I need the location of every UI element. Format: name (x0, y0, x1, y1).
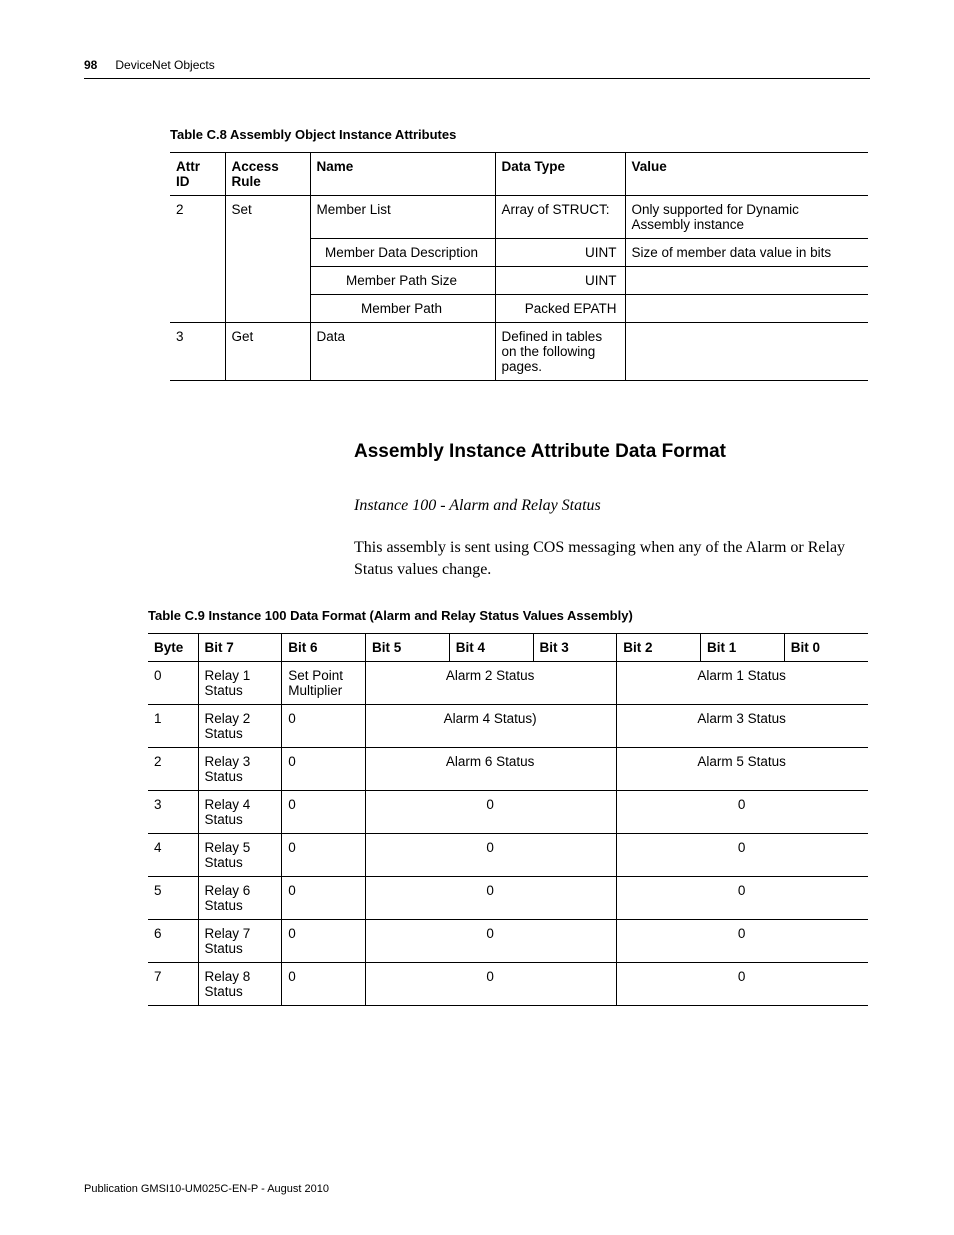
cell-dtype: Array of STRUCT: (495, 196, 625, 239)
cell-name: Member Data Description (310, 239, 495, 267)
cell-bit6: 0 (282, 963, 366, 1006)
cell-bits-2-0: Alarm 3 Status (617, 705, 868, 748)
cell-bits-5-3: 0 (366, 920, 617, 963)
table-header-row: Byte Bit 7 Bit 6 Bit 5 Bit 4 Bit 3 Bit 2… (148, 634, 868, 662)
table-c8: Attr ID Access Rule Name Data Type Value… (170, 152, 868, 381)
cell-byte: 6 (148, 920, 198, 963)
cell-access: Get (225, 323, 310, 381)
cell-dtype: UINT (495, 267, 625, 295)
cell-bits-5-3: 0 (366, 877, 617, 920)
cell-bit6: 0 (282, 920, 366, 963)
cell-bit6: Set Point Multiplier (282, 662, 366, 705)
table-row: 6Relay 7 Status000 (148, 920, 868, 963)
cell-bit7: Relay 7 Status (198, 920, 282, 963)
table-row: 7Relay 8 Status000 (148, 963, 868, 1006)
cell-byte: 1 (148, 705, 198, 748)
cell-bits-2-0: 0 (617, 791, 868, 834)
section-subheading: Instance 100 - Alarm and Relay Status (354, 497, 870, 515)
col-byte: Byte (148, 634, 198, 662)
col-bit7: Bit 7 (198, 634, 282, 662)
cell-attr-id: 3 (170, 323, 225, 381)
table-c9: Byte Bit 7 Bit 6 Bit 5 Bit 4 Bit 3 Bit 2… (148, 633, 868, 1006)
col-bit5: Bit 5 (366, 634, 450, 662)
cell-bits-2-0: 0 (617, 877, 868, 920)
cell-value: Only supported for Dynamic Assembly inst… (625, 196, 868, 239)
cell-bit7: Relay 3 Status (198, 748, 282, 791)
page-number: 98 (84, 58, 97, 72)
cell-byte: 5 (148, 877, 198, 920)
col-bit6: Bit 6 (282, 634, 366, 662)
cell-bits-5-3: 0 (366, 834, 617, 877)
cell-bit6: 0 (282, 705, 366, 748)
table-c9-caption: Table C.9 Instance 100 Data Format (Alar… (148, 608, 870, 623)
header-rule (84, 78, 870, 79)
cell-bits-2-0: Alarm 1 Status (617, 662, 868, 705)
cell-value (625, 295, 868, 323)
cell-bit7: Relay 6 Status (198, 877, 282, 920)
cell-bit6: 0 (282, 791, 366, 834)
cell-dtype: UINT (495, 239, 625, 267)
cell-bits-5-3: Alarm 4 Status) (366, 705, 617, 748)
cell-bit6: 0 (282, 877, 366, 920)
table-row: 0Relay 1 StatusSet Point MultiplierAlarm… (148, 662, 868, 705)
cell-bits-2-0: 0 (617, 834, 868, 877)
cell-value (625, 323, 868, 381)
cell-byte: 0 (148, 662, 198, 705)
table-row: 3Relay 4 Status000 (148, 791, 868, 834)
cell-dtype: Packed EPATH (495, 295, 625, 323)
cell-bits-5-3: 0 (366, 791, 617, 834)
cell-byte: 3 (148, 791, 198, 834)
cell-bits-5-3: 0 (366, 963, 617, 1006)
section-heading: Assembly Instance Attribute Data Format (354, 441, 870, 463)
cell-byte: 7 (148, 963, 198, 1006)
col-bit2: Bit 2 (617, 634, 701, 662)
col-bit1: Bit 1 (701, 634, 785, 662)
col-name: Name (310, 153, 495, 196)
col-attr-id: Attr ID (170, 153, 225, 196)
cell-bit6: 0 (282, 834, 366, 877)
publication-footer: Publication GMSI10-UM025C-EN-P - August … (84, 1183, 329, 1195)
col-bit3: Bit 3 (533, 634, 617, 662)
table-c8-caption: Table C.8 Assembly Object Instance Attri… (170, 127, 870, 142)
cell-bits-2-0: 0 (617, 920, 868, 963)
table-row: 5Relay 6 Status000 (148, 877, 868, 920)
cell-name: Member List (310, 196, 495, 239)
table-header-row: Attr ID Access Rule Name Data Type Value (170, 153, 868, 196)
cell-bits-5-3: Alarm 2 Status (366, 662, 617, 705)
cell-name: Member Path Size (310, 267, 495, 295)
section-title: DeviceNet Objects (115, 58, 214, 72)
cell-bit7: Relay 2 Status (198, 705, 282, 748)
cell-access: Set (225, 196, 310, 323)
cell-value (625, 267, 868, 295)
cell-bits-2-0: Alarm 5 Status (617, 748, 868, 791)
cell-bit7: Relay 5 Status (198, 834, 282, 877)
table-row: 2Relay 3 Status0Alarm 6 StatusAlarm 5 St… (148, 748, 868, 791)
cell-bit7: Relay 4 Status (198, 791, 282, 834)
table-row: 1Relay 2 Status0Alarm 4 Status)Alarm 3 S… (148, 705, 868, 748)
col-bit4: Bit 4 (449, 634, 533, 662)
cell-bits-5-3: Alarm 6 Status (366, 748, 617, 791)
cell-bit7: Relay 8 Status (198, 963, 282, 1006)
col-value: Value (625, 153, 868, 196)
page-header: 98 DeviceNet Objects (84, 58, 870, 72)
cell-byte: 2 (148, 748, 198, 791)
cell-name: Member Path (310, 295, 495, 323)
cell-bits-2-0: 0 (617, 963, 868, 1006)
table-row: 2 Set Member List Array of STRUCT: Only … (170, 196, 868, 239)
cell-attr-id: 2 (170, 196, 225, 323)
cell-bit6: 0 (282, 748, 366, 791)
cell-name: Data (310, 323, 495, 381)
col-data-type: Data Type (495, 153, 625, 196)
col-access-rule: Access Rule (225, 153, 310, 196)
table-row: 3 Get Data Defined in tables on the foll… (170, 323, 868, 381)
table-row: 4Relay 5 Status000 (148, 834, 868, 877)
col-bit0: Bit 0 (784, 634, 868, 662)
section-paragraph: This assembly is sent using COS messagin… (354, 537, 870, 580)
cell-bit7: Relay 1 Status (198, 662, 282, 705)
cell-byte: 4 (148, 834, 198, 877)
cell-value: Size of member data value in bits (625, 239, 868, 267)
cell-dtype: Defined in tables on the following pages… (495, 323, 625, 381)
